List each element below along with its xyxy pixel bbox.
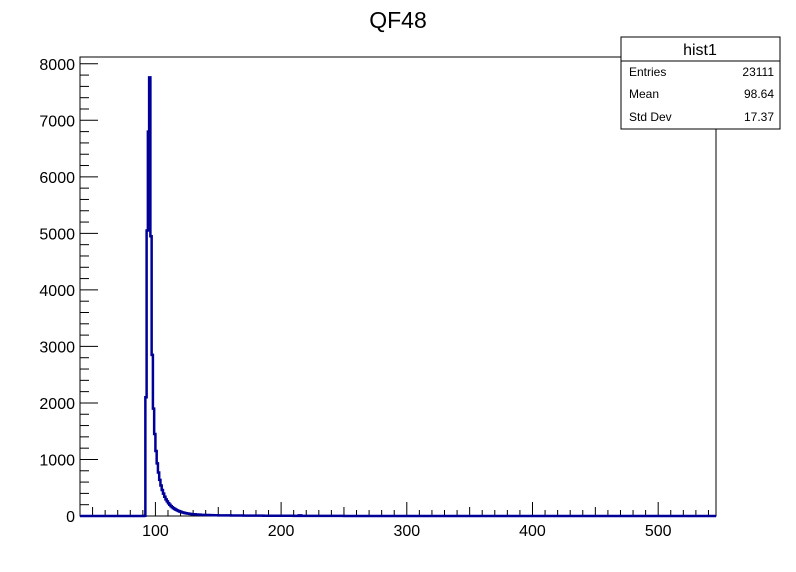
y-axis: 0 1000 2000 3000 4000 5000 6000 7000 8000 bbox=[39, 57, 98, 526]
y-tick-label: 1000 bbox=[39, 452, 75, 469]
chart-title: QF48 bbox=[369, 7, 427, 33]
x-tick-label: 100 bbox=[142, 523, 169, 540]
stats-mean-value: 98.64 bbox=[744, 87, 774, 101]
stats-box-frame bbox=[620, 36, 781, 130]
stats-stddev-value: 17.37 bbox=[744, 110, 774, 124]
stats-mean-label: Mean bbox=[629, 87, 659, 101]
stats-entries-label: Entries bbox=[629, 65, 666, 79]
y-tick-label: 3000 bbox=[39, 339, 75, 356]
stats-entries-value: 23111 bbox=[742, 65, 774, 79]
x-tick-label: 200 bbox=[268, 523, 295, 540]
y-tick-label: 7000 bbox=[39, 113, 75, 130]
stats-box-title: hist1 bbox=[683, 42, 717, 59]
x-tick-label: 400 bbox=[519, 523, 546, 540]
stats-box: hist1 Entries 23111 Mean 98.64 Std Dev 1… bbox=[620, 36, 781, 130]
x-tick-label: 500 bbox=[645, 523, 672, 540]
x-tick-label: 300 bbox=[393, 523, 420, 540]
stats-stddev-label: Std Dev bbox=[629, 110, 672, 124]
y-tick-label: 8000 bbox=[39, 57, 75, 74]
y-tick-label: 6000 bbox=[39, 170, 75, 187]
y-tick-label: 4000 bbox=[39, 283, 75, 300]
y-tick-label: 0 bbox=[66, 509, 75, 526]
histogram-series-line bbox=[80, 76, 716, 518]
y-tick-label: 2000 bbox=[39, 396, 75, 413]
y-tick-label: 5000 bbox=[39, 226, 75, 243]
series-layer bbox=[80, 76, 716, 518]
